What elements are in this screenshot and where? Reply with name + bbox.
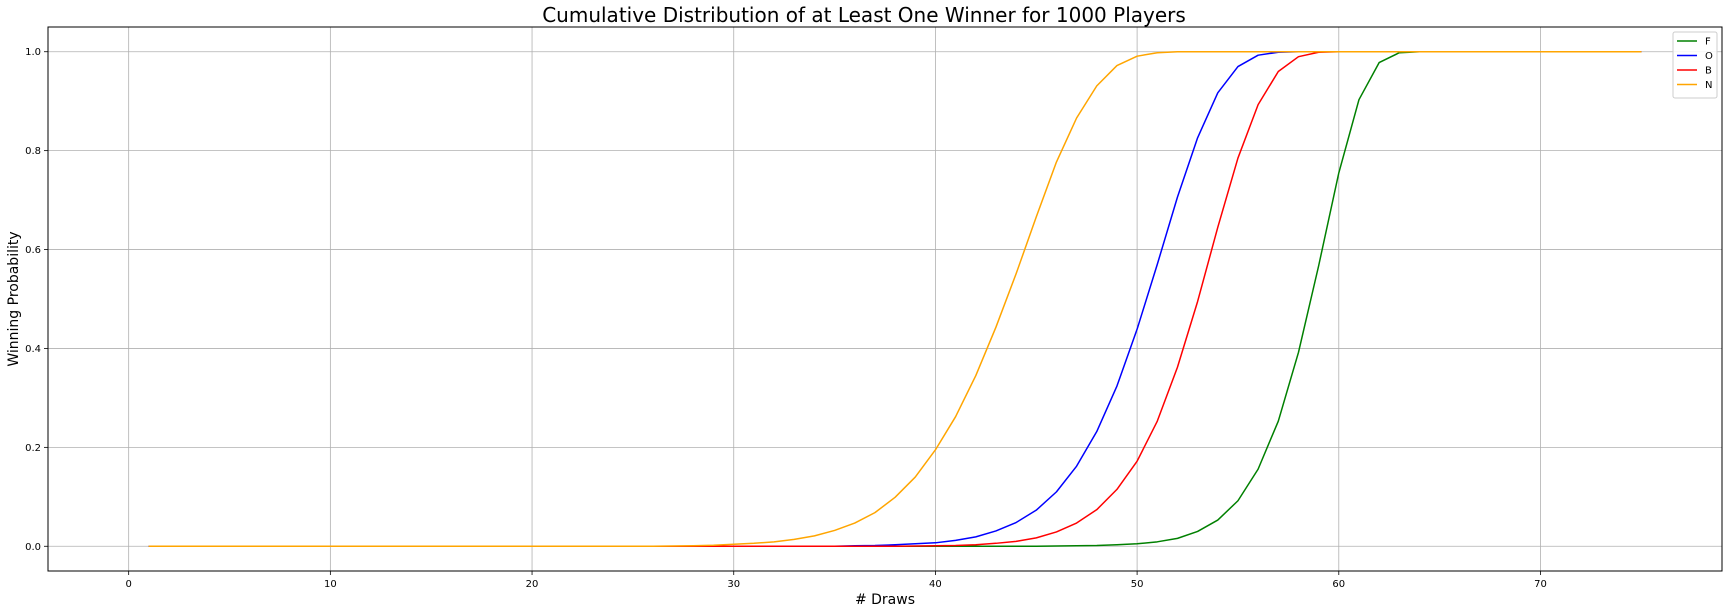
y-axis-label: Winning Probability: [6, 231, 22, 366]
plot-frame: [47, 26, 1723, 572]
x-tick-label: 20: [526, 579, 539, 590]
chart-title: Cumulative Distribution of at Least One …: [542, 3, 1186, 27]
x-tick-label: 70: [1534, 579, 1547, 590]
legend-label-b: B: [1705, 66, 1712, 77]
x-tick-label: 60: [1332, 579, 1345, 590]
x-tick-label: 10: [324, 579, 337, 590]
x-tick-label: 0: [125, 579, 131, 590]
series-lines: [148, 50, 1642, 548]
y-tick-label: 0.8: [25, 146, 41, 157]
x-axis-label: # Draws: [855, 592, 915, 608]
legend-box: [1672, 31, 1718, 99]
series-line-b: [148, 50, 1642, 548]
y-axis: 0.0 0.2 0.4 0.6 0.8 1.0: [25, 47, 48, 553]
series-line-f: [148, 50, 1642, 548]
legend-label-f: F: [1705, 37, 1711, 48]
legend-label-o: O: [1705, 51, 1713, 62]
y-tick-label: 0.6: [25, 245, 41, 256]
legend-label-n: N: [1705, 80, 1712, 91]
series-line-n: [148, 50, 1642, 548]
x-tick-label: 40: [929, 579, 942, 590]
x-tick-label: 30: [727, 579, 740, 590]
x-tick-label: 50: [1131, 579, 1144, 590]
y-tick-label: 0.2: [25, 443, 41, 454]
y-tick-label: 0.0: [25, 542, 41, 553]
x-axis: 0 10 20 30 40 50 60 70: [125, 571, 1547, 590]
y-tick-label: 1.0: [25, 47, 41, 58]
y-tick-label: 0.4: [25, 344, 41, 355]
series-line-o: [148, 50, 1642, 548]
